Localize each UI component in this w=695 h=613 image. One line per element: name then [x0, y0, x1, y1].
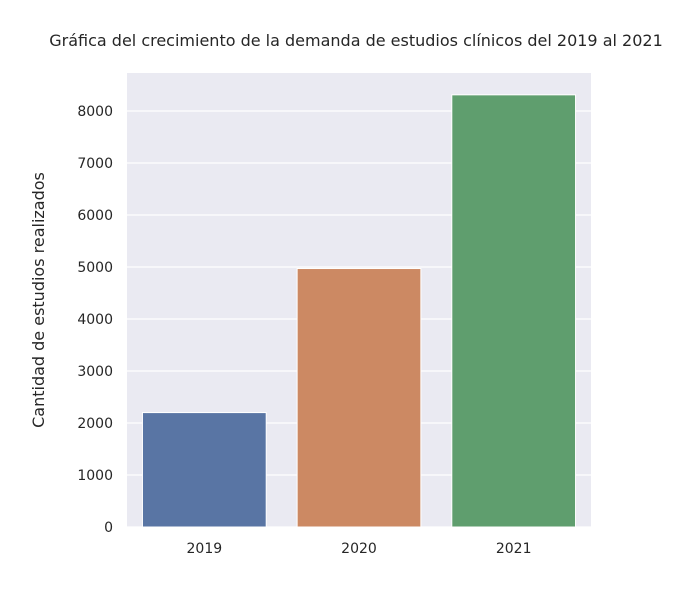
x-tick-label-2021: 2021 — [496, 541, 532, 557]
y-tick-label-4000: 4000 — [77, 312, 113, 328]
bars — [141, 94, 577, 528]
y-tick-label-2000: 2000 — [77, 416, 113, 432]
bar-2021 — [451, 94, 577, 528]
y-tick-label-5000: 5000 — [77, 260, 113, 276]
y-axis-ticks: 0 1000 2000 3000 4000 5000 6000 7000 8000 — [77, 104, 113, 536]
bar-2020 — [296, 268, 422, 528]
y-tick-label-3000: 3000 — [77, 364, 113, 380]
y-tick-label-8000: 8000 — [77, 104, 113, 120]
y-tick-label-1000: 1000 — [77, 468, 113, 484]
y-tick-label-7000: 7000 — [77, 156, 113, 172]
y-tick-label-6000: 6000 — [77, 208, 113, 224]
bar-2019 — [141, 412, 267, 528]
x-tick-label-2019: 2019 — [187, 541, 223, 557]
chart-title: Gráfica del crecimiento de la demanda de… — [49, 31, 663, 50]
x-axis-ticks: 2019 2020 2021 — [187, 541, 532, 557]
y-axis-label: Cantidad de estudios realizados — [29, 172, 48, 428]
y-tick-label-0: 0 — [104, 520, 113, 536]
x-tick-label-2020: 2020 — [341, 541, 377, 557]
